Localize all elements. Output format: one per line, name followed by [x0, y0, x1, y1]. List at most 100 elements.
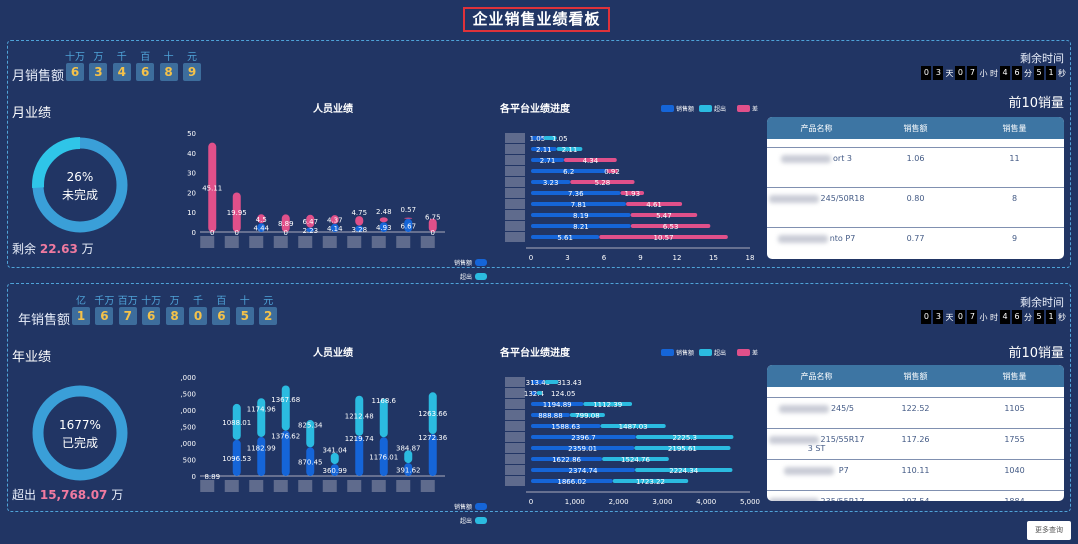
bar-销售额[interactable]: [404, 463, 413, 476]
bar-超出[interactable]: [536, 391, 543, 395]
bar-差[interactable]: [355, 216, 364, 226]
redacted-text: [778, 404, 829, 413]
redacted-x-label: [322, 480, 337, 492]
bar-销售额[interactable]: [306, 227, 315, 232]
bar-超出[interactable]: [306, 420, 315, 448]
bar-超出[interactable]: [281, 385, 290, 431]
bar-销售额[interactable]: [531, 158, 564, 162]
bar-差[interactable]: [570, 180, 635, 184]
legend-label: 销售额: [676, 349, 694, 357]
column-header[interactable]: 销售额: [903, 371, 928, 381]
bar-超出[interactable]: [232, 403, 241, 440]
bar-销售额[interactable]: [531, 180, 571, 184]
x-tick-label: 0: [529, 254, 533, 262]
x-tick-label: 3: [565, 254, 569, 262]
bar-销售额[interactable]: [531, 380, 545, 384]
bar-销售额[interactable]: [531, 136, 544, 140]
bar-超出[interactable]: [600, 424, 666, 428]
bar-差[interactable]: [281, 214, 290, 232]
bar-销售额[interactable]: [257, 223, 266, 232]
bar-销售额[interactable]: [355, 435, 364, 476]
bar-差[interactable]: [630, 224, 711, 228]
bar-超出[interactable]: [355, 395, 364, 436]
column-header[interactable]: 产品名称: [800, 371, 833, 381]
bar-销售额[interactable]: [531, 468, 636, 472]
bar-超出[interactable]: [583, 402, 633, 406]
bar-差[interactable]: [630, 213, 698, 217]
bar-超出[interactable]: [569, 413, 605, 417]
data-label: 2396.7: [571, 434, 596, 442]
bar-超出[interactable]: [634, 446, 731, 450]
bar-销售额[interactable]: [306, 447, 315, 476]
bar-超出[interactable]: [602, 457, 669, 461]
column-header[interactable]: 销售额: [903, 123, 928, 133]
bar-销售额[interactable]: [531, 391, 537, 395]
bar-超出[interactable]: [257, 398, 266, 437]
column-header[interactable]: 销售量: [1002, 123, 1027, 133]
bar-超出[interactable]: [428, 392, 437, 435]
column-header[interactable]: 销售量: [1002, 371, 1027, 381]
bar-销售额[interactable]: [531, 457, 603, 461]
bar-差[interactable]: [599, 235, 728, 239]
bar-销售额[interactable]: [531, 147, 557, 151]
bar-销售额[interactable]: [531, 235, 600, 239]
bar-销售额[interactable]: [531, 191, 621, 195]
bar-超出[interactable]: [544, 380, 559, 384]
bar-超出[interactable]: [635, 468, 733, 472]
bar-差[interactable]: [330, 215, 339, 224]
bar-销售额[interactable]: [330, 223, 339, 232]
table-row[interactable]: 245/5 122.52 1105: [767, 397, 1064, 428]
redacted-y-label: [505, 155, 525, 165]
bar-超出[interactable]: [556, 147, 583, 151]
table-row[interactable]: nto P7 0.77 9: [767, 227, 1064, 259]
bar-超出[interactable]: [612, 479, 689, 483]
bar-超出[interactable]: [543, 136, 557, 140]
table-row[interactable]: P7 110.11 1040: [767, 459, 1064, 490]
bar-销售额[interactable]: [531, 479, 613, 483]
bar-销售额[interactable]: [531, 446, 635, 450]
bar-销售额[interactable]: [531, 413, 570, 417]
bar-销售额[interactable]: [330, 464, 339, 476]
table-row[interactable]: 245/50R18 0.80 8: [767, 187, 1064, 227]
product-name: 245/50R18: [820, 194, 865, 203]
bar-销售额[interactable]: [531, 213, 631, 217]
data-label: 2.48: [376, 208, 392, 216]
bar-差[interactable]: [232, 192, 241, 232]
bar-销售额[interactable]: [232, 439, 241, 476]
bar-销售额[interactable]: [531, 202, 627, 206]
data-label: 313.43: [557, 379, 582, 387]
bar-销售额[interactable]: [531, 424, 601, 428]
bar-差[interactable]: [257, 214, 266, 224]
table-row[interactable]: ort 3 1.06 11: [767, 147, 1064, 187]
bar-销售额[interactable]: [428, 434, 437, 476]
bar-差[interactable]: [620, 191, 645, 195]
bar-销售额[interactable]: [281, 430, 290, 476]
bar-销售额[interactable]: [257, 436, 266, 476]
bar-销售额[interactable]: [531, 402, 584, 406]
bar-销售额[interactable]: [379, 222, 388, 232]
bar-销售额[interactable]: [404, 218, 413, 232]
bar-差[interactable]: [379, 217, 388, 223]
bar-销售额[interactable]: [531, 224, 631, 228]
bar-销售额[interactable]: [379, 437, 388, 476]
data-label: 313.43: [526, 379, 551, 387]
bar-差[interactable]: [606, 169, 618, 173]
x-tick-label: 6: [602, 254, 607, 262]
bar-差[interactable]: [626, 202, 683, 206]
bar-超出[interactable]: [404, 450, 413, 464]
bar-差[interactable]: [208, 142, 217, 232]
column-header[interactable]: 产品名称: [800, 123, 833, 133]
bar-超出[interactable]: [379, 398, 388, 438]
bar-销售额[interactable]: [355, 225, 364, 232]
bar-差[interactable]: [306, 214, 315, 228]
bar-超出[interactable]: [330, 452, 339, 465]
bar-差[interactable]: [428, 218, 437, 232]
bar-销售额[interactable]: [531, 435, 636, 439]
bar-销售额[interactable]: [531, 169, 607, 173]
table-row[interactable]: 215/55R17 3 ST 117.26 1755: [767, 428, 1064, 459]
bar-超出[interactable]: [635, 435, 734, 439]
more-query-button[interactable]: 更多查询: [1027, 521, 1071, 540]
table-row[interactable]: 235/55R17 Assurance Fuel107.541884: [767, 490, 1064, 501]
bar-差[interactable]: [404, 217, 413, 219]
bar-差[interactable]: [563, 158, 617, 162]
